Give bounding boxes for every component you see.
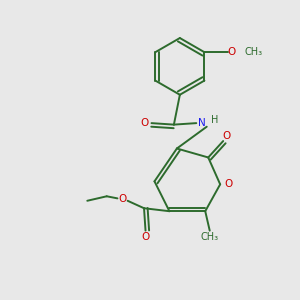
Text: O: O <box>228 47 236 57</box>
Text: CH₃: CH₃ <box>245 47 263 57</box>
Text: H: H <box>211 115 218 124</box>
Text: O: O <box>141 118 149 128</box>
Text: O: O <box>224 179 233 189</box>
Text: O: O <box>223 131 231 141</box>
Text: N: N <box>198 118 206 128</box>
Text: O: O <box>141 232 150 242</box>
Text: CH₃: CH₃ <box>201 232 219 242</box>
Text: O: O <box>118 194 126 204</box>
